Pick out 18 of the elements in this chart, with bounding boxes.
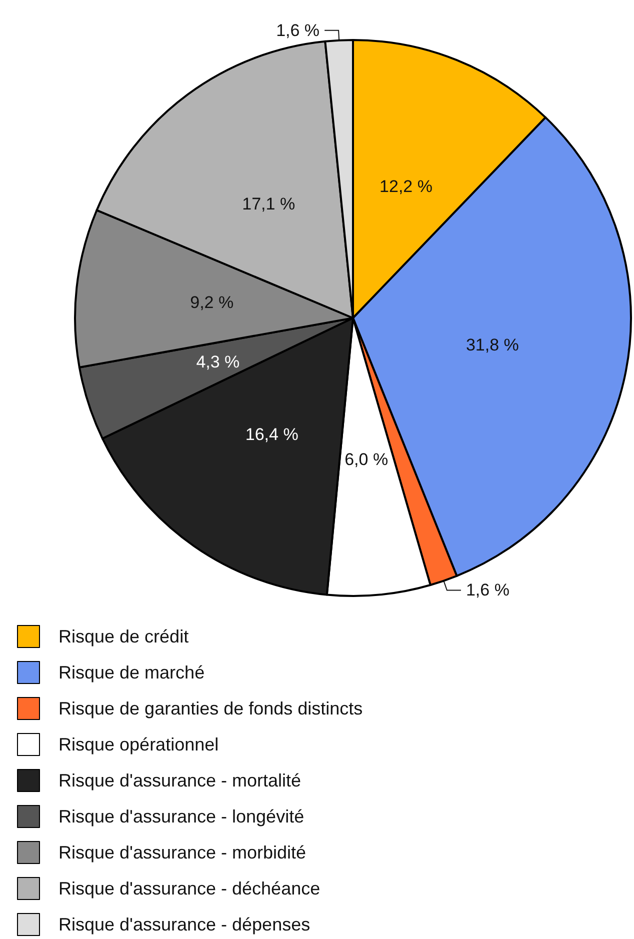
legend-label: Risque de garanties de fonds distincts bbox=[58, 698, 363, 718]
data-label: 4,3 % bbox=[196, 352, 240, 372]
data-label: 17,1 % bbox=[242, 194, 296, 214]
legend-label: Risque d'assurance - morbidité bbox=[58, 842, 306, 862]
legend-label: Risque d'assurance - déchéance bbox=[58, 878, 320, 898]
legend-label: Risque opérationnel bbox=[58, 734, 219, 754]
legend-label: Risque de marché bbox=[58, 662, 205, 682]
data-label: 9,2 % bbox=[190, 292, 234, 312]
data-label: 1,6 % bbox=[276, 20, 320, 40]
legend-label: Risque d'assurance - dépenses bbox=[58, 914, 310, 934]
legend-label: Risque d'assurance - mortalité bbox=[58, 770, 302, 790]
data-label: 6,0 % bbox=[344, 450, 388, 469]
data-label: 12,2 % bbox=[380, 176, 432, 196]
legend-label: Risque de crédit bbox=[58, 626, 189, 646]
data-label: 1,6 % bbox=[466, 580, 510, 600]
data-label: 31,8 % bbox=[466, 335, 519, 354]
legend-label: Risque d'assurance - longévité bbox=[58, 806, 304, 826]
data-label: 16,4 % bbox=[245, 425, 298, 444]
